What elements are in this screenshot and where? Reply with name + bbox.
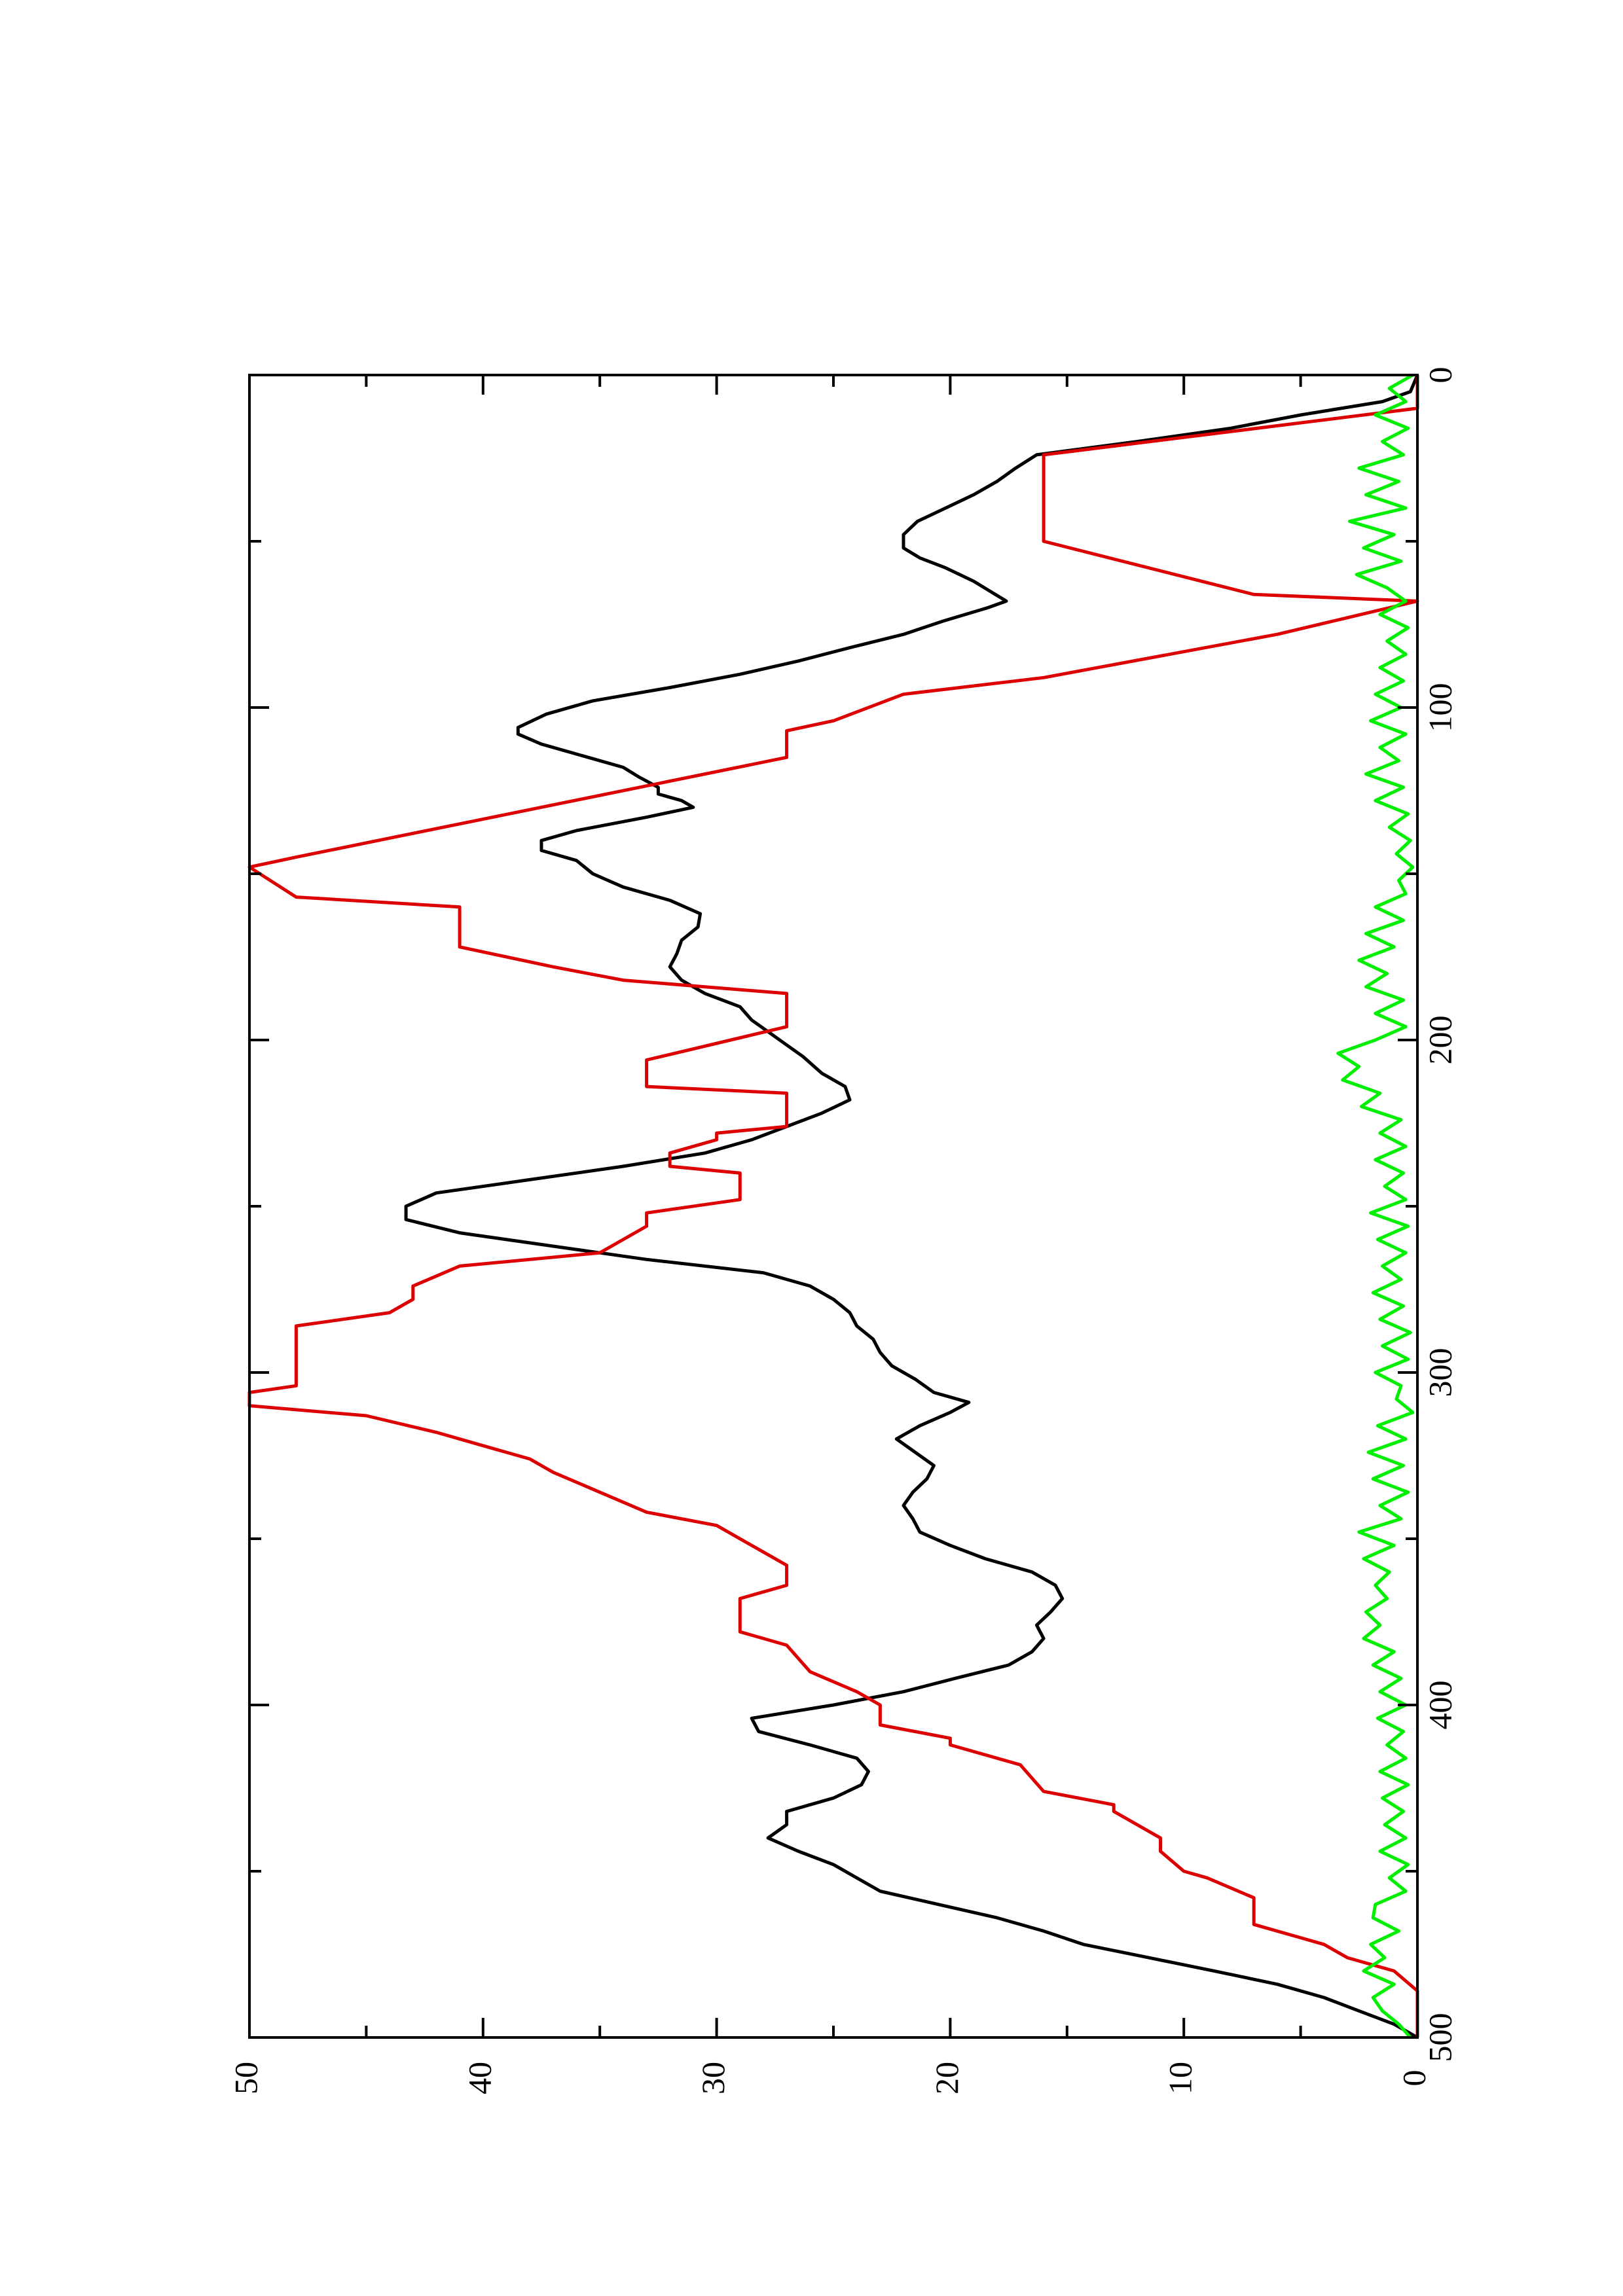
- y-tick-label: 30: [695, 2062, 731, 2094]
- x-tick-label: 100: [1421, 683, 1458, 732]
- y-tick-label: 50: [227, 2062, 264, 2094]
- y-tick-label: 10: [1162, 2062, 1199, 2094]
- tick-labels: 0 100 200 300 400 500 0 10 20 30 40 50: [227, 367, 1458, 2095]
- y-tick-label: 20: [928, 2062, 965, 2094]
- y-tick-label: 40: [461, 2062, 498, 2094]
- plot-frame: [248, 374, 1419, 2039]
- series-layer: [247, 373, 1419, 2039]
- x-tick-label: 0: [1421, 367, 1458, 384]
- series-line-2: [247, 375, 1419, 2037]
- x-tick-label: 300: [1421, 1348, 1458, 1397]
- x-tick-label: 200: [1421, 1016, 1458, 1065]
- x-tick-label: 400: [1421, 1681, 1458, 1730]
- series-line-3: [1336, 373, 1415, 2039]
- x-tick-label: 500: [1421, 2013, 1458, 2062]
- series-line-1: [404, 374, 1419, 2039]
- ticks-layer: [248, 374, 1419, 2039]
- y-tick-label: 0: [1395, 2070, 1432, 2087]
